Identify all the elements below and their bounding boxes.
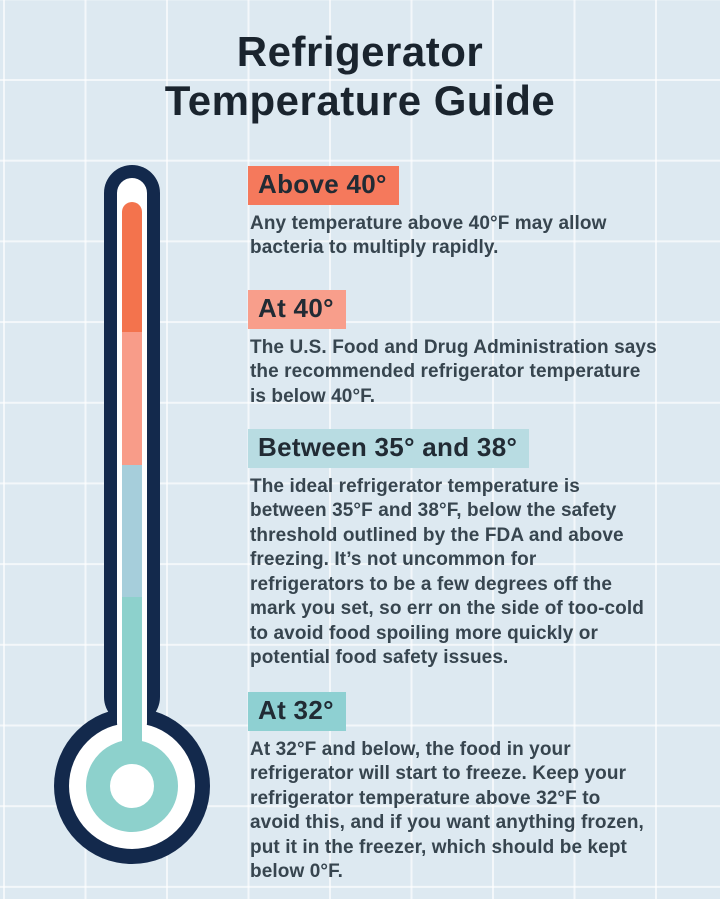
thermometer-bulb-ring <box>86 740 178 832</box>
heading-above-40: Above 40° <box>248 166 399 205</box>
thermometer-segment-at-40 <box>122 332 142 465</box>
heading-between-35-38: Between 35° and 38° <box>248 429 530 468</box>
thermometer-icon <box>54 165 210 864</box>
thermometer-segment-at-32 <box>122 597 142 760</box>
section-between-35-38: Between 35° and 38° The ideal refrigerat… <box>248 429 718 671</box>
heading-at-40: At 40° <box>248 290 346 329</box>
section-above-40: Above 40° Any temperature above 40°F may… <box>248 166 718 261</box>
page-title: Refrigerator Temperature Guide <box>164 28 556 124</box>
thermometer-segment-between-35-38 <box>122 465 142 597</box>
section-at-40: At 40° The U.S. Food and Drug Administra… <box>248 290 718 409</box>
thermometer-segment-above-40 <box>122 202 142 342</box>
body-above-40: Any temperature above 40°F may allow bac… <box>250 212 607 259</box>
section-at-32: At 32° At 32°F and below, the food in yo… <box>248 692 718 885</box>
heading-at-32: At 32° <box>248 692 346 731</box>
body-between-35-38: The ideal refrigerator temperature is be… <box>250 475 644 669</box>
body-at-32: At 32°F and below, the food in your refr… <box>250 738 644 883</box>
body-at-40: The U.S. Food and Drug Administration sa… <box>250 336 657 407</box>
